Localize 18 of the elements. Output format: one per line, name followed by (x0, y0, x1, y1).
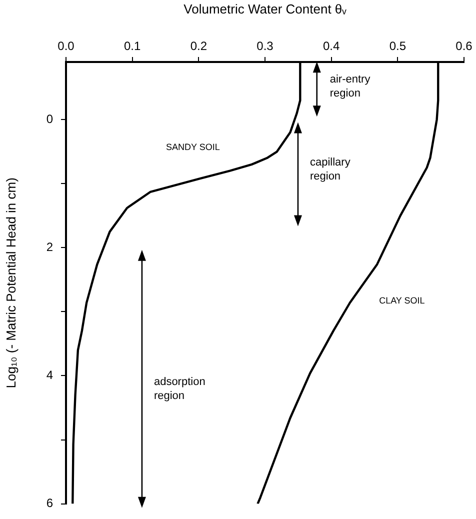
y-axis-title: Log₁₀ (- Matric Potential Head in cm) (3, 178, 18, 388)
annotation: air-entry region (330, 74, 371, 100)
x-axis-title: Volumetric Water Content θᵥ (184, 1, 348, 16)
x-tick-label: 0.5 (389, 39, 406, 54)
annotation: SANDY SOIL (166, 142, 220, 152)
x-tick-label: 0.3 (256, 39, 274, 54)
y-tick-label: 6 (46, 496, 54, 510)
y-tick-label: 0 (46, 112, 54, 126)
annotation: CLAY SOIL (379, 296, 425, 306)
x-tick-label: 0.4 (322, 39, 340, 54)
x-tick-label: 0.6 (456, 39, 473, 54)
y-tick-label: 2 (46, 240, 54, 254)
x-tick-label: 0.1 (124, 39, 141, 54)
annotation: capillary region (310, 156, 351, 182)
x-tick-label: 0.2 (190, 39, 208, 54)
y-tick-label: 4 (46, 368, 54, 382)
x-tick-label: 0.0 (58, 39, 75, 54)
annotation: adsorption region (154, 376, 206, 402)
